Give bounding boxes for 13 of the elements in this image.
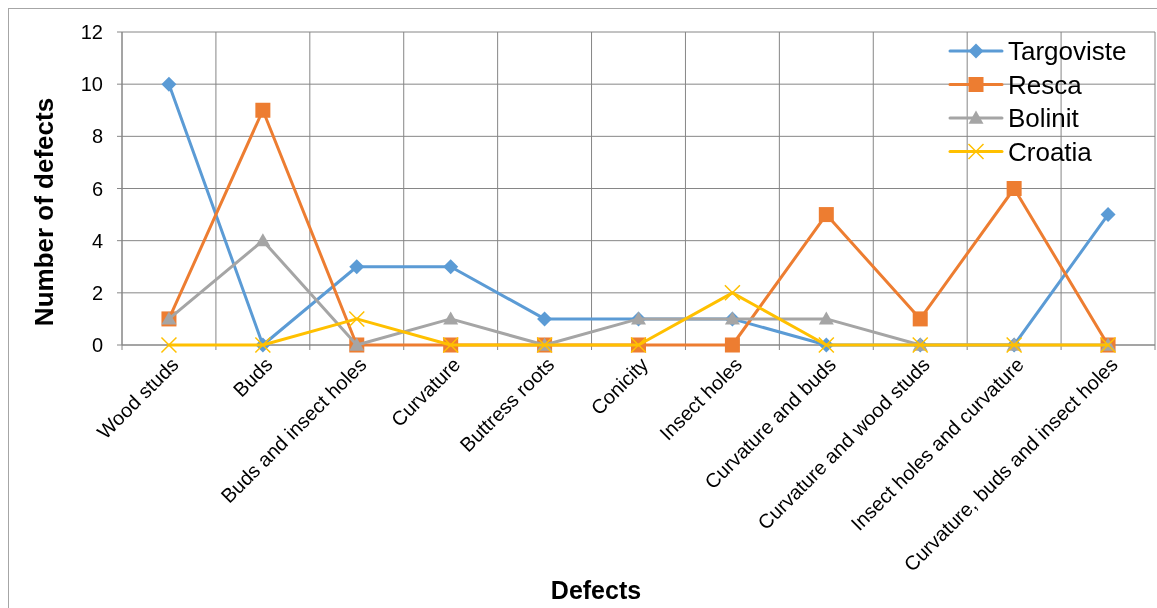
y-tick-label: 8 xyxy=(91,125,103,148)
y-tick-label: 2 xyxy=(91,281,103,304)
legend-label: Resca xyxy=(1008,69,1083,100)
x-axis-title: Defects xyxy=(550,576,642,604)
legend-label: Targoviste xyxy=(1008,36,1127,67)
legend-label: Croatia xyxy=(1008,136,1093,167)
legend-label: Bolinit xyxy=(1008,103,1080,134)
y-tick-label: 0 xyxy=(91,334,103,356)
y-axis-title: Number of defects xyxy=(29,97,60,327)
y-tick-label: 12 xyxy=(80,21,103,43)
y-tick-label: 10 xyxy=(80,73,103,96)
y-tick-label: 6 xyxy=(91,177,103,200)
y-tick-label: 4 xyxy=(91,229,103,252)
